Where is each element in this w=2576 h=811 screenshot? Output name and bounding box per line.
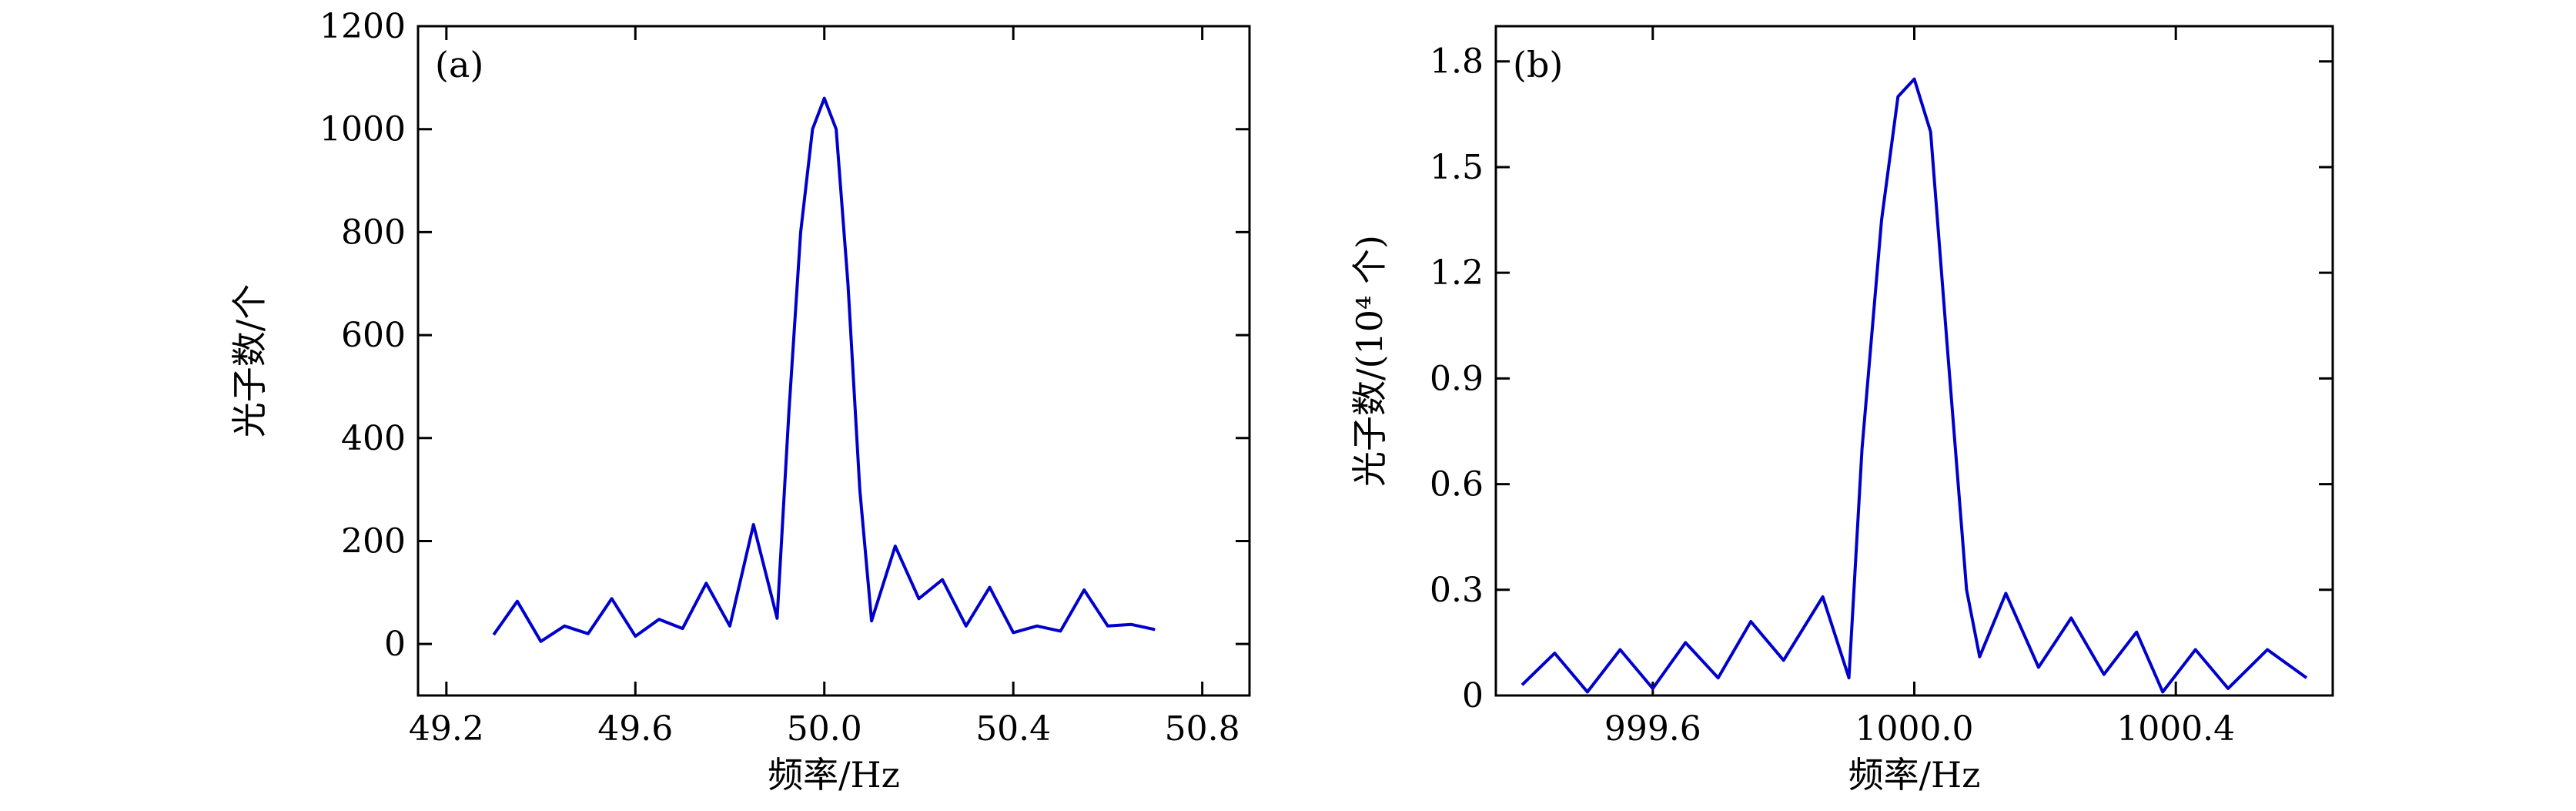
y-tick-label-a: 0 — [384, 625, 406, 664]
x-axis-label-b: 频率/Hz — [1848, 754, 1981, 796]
y-axis-label-a: 光子数/个 — [229, 284, 270, 438]
x-tick-label-a: 50.8 — [1165, 709, 1240, 749]
y-tick-label-b: 1.5 — [1430, 148, 1484, 187]
x-tick-label-b: 1000.0 — [1855, 709, 1974, 749]
plot-frame-b — [1494, 25, 2334, 697]
panel-tag-b: (b) — [1513, 44, 1563, 85]
y-tick-label-b: 0.3 — [1430, 571, 1484, 610]
y-tick-label-a: 400 — [341, 419, 406, 458]
panel-tag-a: (a) — [435, 44, 483, 85]
x-tick-label-b: 999.6 — [1604, 709, 1701, 749]
y-tick-label-b: 1.8 — [1430, 42, 1484, 82]
y-tick-label-a: 1000 — [319, 110, 406, 149]
chart-panel-a: 49.2 49.6 50.0 50.4 50.8 0 200 400 600 800 1000 120… — [229, 7, 1251, 796]
series-line-a — [492, 96, 1156, 643]
plot-frame-a — [417, 25, 1251, 697]
y-tick-label-b: 0.6 — [1430, 465, 1484, 504]
y-tick-label-b: 0 — [1462, 676, 1484, 715]
x-tick-label-a: 50.4 — [975, 709, 1051, 749]
x-axis-label-a: 频率/Hz — [768, 754, 900, 796]
series-line-b — [1521, 77, 2308, 694]
x-tick-label-a: 50.0 — [787, 709, 862, 749]
y-tick-label-a: 200 — [341, 521, 406, 561]
chart-panel-b: 999.6 1000.0 1000.4 0 0.3 0.6 0.9 1.2 1.5 1.8 (b) 频… — [1349, 25, 2334, 796]
x-tick-label-b: 1000.4 — [2116, 709, 2235, 749]
y-tick-label-a: 600 — [341, 316, 406, 355]
x-tick-label-a: 49.6 — [597, 709, 673, 749]
y-tick-label-b: 0.9 — [1430, 359, 1484, 398]
x-tick-label-a: 49.2 — [409, 709, 484, 749]
y-tick-label-a: 800 — [341, 213, 406, 252]
y-tick-label-b: 1.2 — [1430, 253, 1484, 293]
y-axis-label-b: 光子数/(10⁴ 个) — [1349, 235, 1390, 487]
y-tick-label-a: 1200 — [319, 7, 406, 46]
